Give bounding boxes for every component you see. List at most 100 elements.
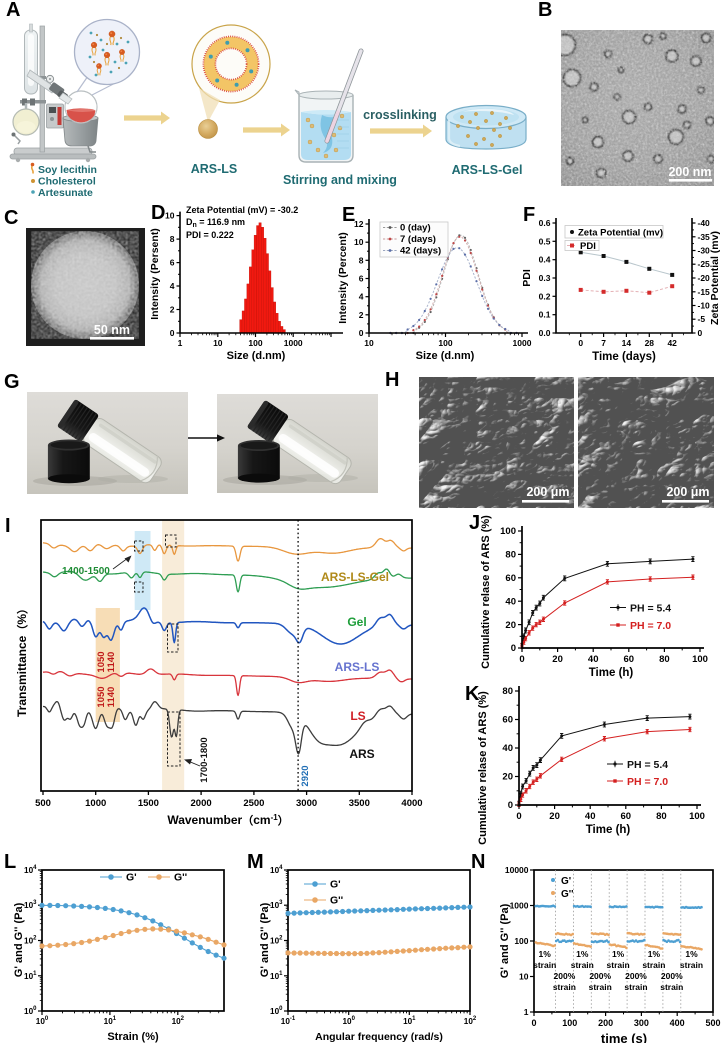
svg-text:42 (days): 42 (days) bbox=[400, 246, 441, 257]
svg-text:20: 20 bbox=[552, 654, 563, 665]
svg-text:6: 6 bbox=[359, 274, 364, 284]
svg-text:102: 102 bbox=[24, 936, 37, 946]
svg-text:100: 100 bbox=[689, 811, 705, 822]
svg-text:strain: strain bbox=[571, 960, 594, 970]
svg-text:20: 20 bbox=[502, 772, 513, 783]
svg-text:20: 20 bbox=[505, 620, 516, 631]
svg-text:0: 0 bbox=[531, 1018, 536, 1028]
svg-text:0.5: 0.5 bbox=[539, 236, 551, 246]
svg-text:1050: 1050 bbox=[96, 686, 107, 707]
svg-text:Stirring and mixing: Stirring and mixing bbox=[283, 173, 397, 187]
svg-text:Time (days): Time (days) bbox=[592, 351, 656, 363]
svg-text:0.1: 0.1 bbox=[539, 310, 551, 320]
svg-text:-5: -5 bbox=[698, 314, 706, 324]
svg-text:4000: 4000 bbox=[401, 798, 422, 809]
svg-text:Size (d.nm): Size (d.nm) bbox=[416, 350, 475, 362]
svg-text:100: 100 bbox=[342, 1016, 355, 1026]
svg-text:20: 20 bbox=[549, 811, 560, 822]
svg-text:40: 40 bbox=[505, 596, 516, 607]
svg-text:G'': G'' bbox=[330, 895, 343, 907]
svg-text:0.0: 0.0 bbox=[539, 328, 551, 338]
svg-text:1%: 1% bbox=[576, 949, 589, 959]
svg-text:0: 0 bbox=[511, 643, 516, 654]
svg-text:80: 80 bbox=[656, 811, 667, 822]
svg-text:strain: strain bbox=[589, 982, 612, 992]
svg-text:ARS-LS-Gel: ARS-LS-Gel bbox=[321, 570, 389, 584]
svg-text:12: 12 bbox=[354, 219, 364, 229]
svg-text:PDI: PDI bbox=[521, 269, 533, 287]
svg-text:400: 400 bbox=[670, 1018, 685, 1028]
svg-text:Angular frequency (rad/s): Angular frequency (rad/s) bbox=[315, 1031, 443, 1043]
svg-text:10: 10 bbox=[165, 211, 175, 221]
svg-text:0.3: 0.3 bbox=[539, 273, 551, 283]
svg-text:40: 40 bbox=[588, 654, 599, 665]
svg-text:Gel: Gel bbox=[347, 615, 366, 629]
svg-text:104: 104 bbox=[270, 865, 283, 875]
svg-text:100: 100 bbox=[692, 654, 708, 665]
svg-text:14: 14 bbox=[622, 338, 632, 348]
svg-text:G': G' bbox=[126, 872, 137, 884]
svg-text:Cholesterol: Cholesterol bbox=[38, 176, 96, 188]
svg-text:PDI = 0.222: PDI = 0.222 bbox=[186, 230, 234, 240]
svg-text:G'': G'' bbox=[561, 889, 574, 900]
svg-text:PH = 7.0: PH = 7.0 bbox=[627, 776, 668, 788]
svg-text:102: 102 bbox=[464, 1016, 477, 1026]
svg-text:Soy lecithin: Soy lecithin bbox=[38, 164, 97, 176]
svg-text:ARS: ARS bbox=[349, 747, 374, 761]
svg-text:10-1: 10-1 bbox=[281, 1016, 296, 1026]
svg-text:103: 103 bbox=[24, 900, 37, 910]
svg-text:101: 101 bbox=[270, 971, 283, 981]
svg-text:-35: -35 bbox=[698, 232, 711, 242]
svg-text:10: 10 bbox=[354, 237, 364, 247]
svg-text:strain: strain bbox=[533, 960, 556, 970]
svg-text:100: 100 bbox=[562, 1018, 577, 1028]
svg-text:strain: strain bbox=[607, 960, 630, 970]
svg-text:0: 0 bbox=[698, 328, 703, 338]
svg-text:200 μm: 200 μm bbox=[526, 485, 569, 499]
svg-text:G': G' bbox=[330, 879, 341, 891]
svg-text:60: 60 bbox=[505, 573, 516, 584]
svg-text:1%: 1% bbox=[685, 949, 698, 959]
svg-text:10: 10 bbox=[519, 972, 529, 982]
svg-text:Cumulative relase of ARS (%): Cumulative relase of ARS (%) bbox=[480, 515, 492, 669]
svg-text:4: 4 bbox=[170, 281, 175, 291]
svg-text:0: 0 bbox=[578, 338, 583, 348]
svg-text:G' and G'' (Pa): G' and G'' (Pa) bbox=[499, 903, 511, 978]
svg-text:Time (h): Time (h) bbox=[589, 667, 634, 679]
svg-text:0: 0 bbox=[519, 654, 524, 665]
svg-text:8: 8 bbox=[170, 234, 175, 244]
svg-text:103: 103 bbox=[270, 900, 283, 910]
svg-text:0: 0 bbox=[508, 800, 513, 811]
svg-text:G'': G'' bbox=[174, 872, 187, 884]
svg-text:200%: 200% bbox=[661, 971, 683, 981]
svg-text:0: 0 bbox=[170, 328, 175, 338]
svg-text:101: 101 bbox=[403, 1016, 416, 1026]
svg-text:Zeta Potential (mv): Zeta Potential (mv) bbox=[709, 231, 721, 325]
svg-text:200%: 200% bbox=[625, 971, 647, 981]
svg-text:1140: 1140 bbox=[106, 687, 117, 708]
svg-text:60: 60 bbox=[624, 654, 635, 665]
svg-text:Zeta Potential (mV) = -30.2: Zeta Potential (mV) = -30.2 bbox=[186, 205, 298, 215]
svg-text:PDI: PDI bbox=[580, 241, 596, 252]
svg-text:200%: 200% bbox=[554, 971, 576, 981]
svg-text:80: 80 bbox=[502, 686, 513, 697]
svg-text:-20: -20 bbox=[698, 273, 711, 283]
svg-text:-30: -30 bbox=[698, 246, 711, 256]
svg-text:1000: 1000 bbox=[284, 338, 303, 348]
svg-text:strain: strain bbox=[660, 982, 683, 992]
svg-text:0: 0 bbox=[516, 811, 521, 822]
svg-text:1%: 1% bbox=[539, 949, 552, 959]
svg-text:100: 100 bbox=[500, 526, 516, 537]
svg-text:200 nm: 200 nm bbox=[668, 165, 711, 179]
svg-text:200 μm: 200 μm bbox=[666, 485, 709, 499]
svg-text:8: 8 bbox=[359, 255, 364, 265]
svg-text:Strain (%): Strain (%) bbox=[107, 1031, 159, 1043]
svg-text:Transmittance（%）: Transmittance（%） bbox=[15, 603, 29, 717]
svg-text:2000: 2000 bbox=[191, 798, 212, 809]
svg-text:1: 1 bbox=[524, 1007, 529, 1017]
svg-text:300: 300 bbox=[634, 1018, 649, 1028]
svg-text:10000: 10000 bbox=[505, 865, 529, 875]
svg-text:PH = 5.4: PH = 5.4 bbox=[630, 602, 671, 614]
svg-text:28: 28 bbox=[645, 338, 655, 348]
svg-text:10: 10 bbox=[364, 338, 374, 348]
